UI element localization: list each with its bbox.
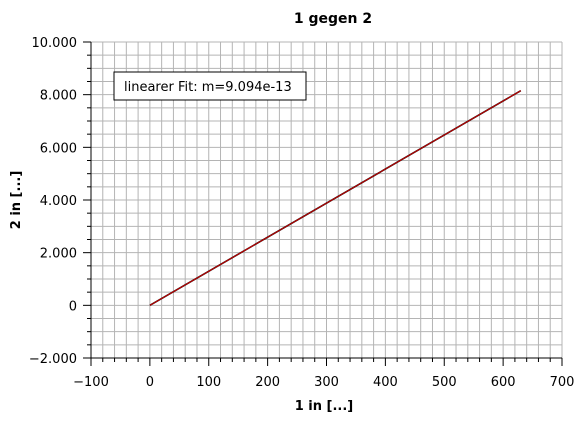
x-tick-label: 700 [550,375,575,390]
y-tick-label: 8.000 [40,89,77,104]
y-axis-label: 2 in [...] [9,171,24,230]
y-tick-label: 6.000 [40,141,77,156]
x-tick-label: 400 [373,375,398,390]
x-axis-label: 1 in [...] [295,399,354,414]
x-tick-labels: −100 0 100 200 300 400 500 600 700 [73,375,574,390]
y-tick-label: −2.000 [29,352,77,367]
series-layer [149,90,522,307]
y-tick-label: 4.000 [40,194,77,209]
x-tick-label: 200 [255,375,280,390]
y-tick-label: 10.000 [32,36,78,51]
x-tick-label: 600 [491,375,516,390]
axes [83,41,563,366]
annotation-box [113,71,307,101]
x-tick-label: −100 [73,375,109,390]
x-tick-label: 100 [196,375,221,390]
annotation-text: linearer Fit: m=9.094e-13 [124,80,292,95]
fit-line [149,90,522,306]
y-tick-label: 0 [69,299,77,314]
chart-title: 1 gegen 2 [294,11,372,27]
x-tick-label: 0 [146,375,154,390]
x-tick-label: 500 [432,375,457,390]
y-tick-label: 2.000 [40,247,77,262]
y-tick-labels: −2.000 0 2.000 4.000 6.000 8.000 10.000 [29,36,77,367]
x-tick-label: 300 [314,375,339,390]
fit-annotation: linearer Fit: m=9.094e-13 [113,71,307,101]
